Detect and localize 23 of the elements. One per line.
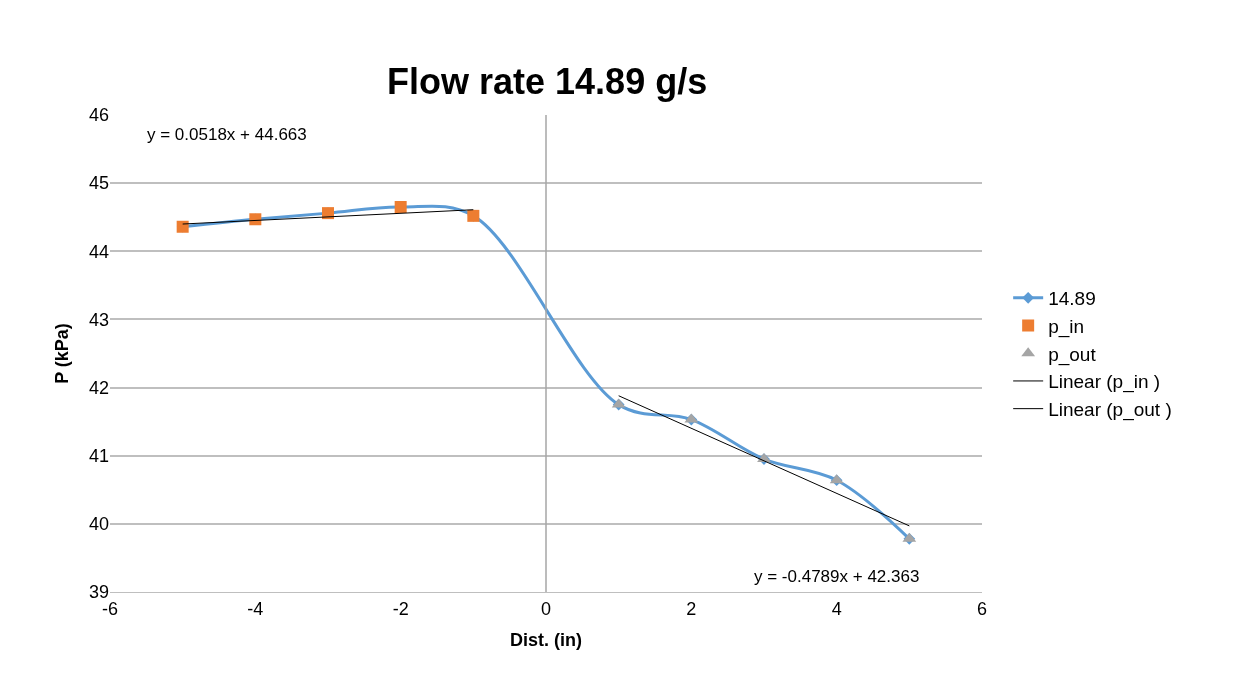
x-tick-label: 0 bbox=[540, 598, 552, 619]
legend-label: Linear (p_out ) bbox=[1048, 399, 1172, 422]
legend-label: Linear (p_in ) bbox=[1048, 371, 1161, 394]
y-tick-label: 44 bbox=[88, 241, 109, 262]
x-tick-label: 4 bbox=[831, 598, 842, 619]
y-tick-label: 42 bbox=[88, 377, 109, 398]
x-tick-label: -4 bbox=[247, 598, 264, 619]
x-tick-label: -2 bbox=[392, 598, 409, 619]
legend-label: 14.89 bbox=[1048, 288, 1096, 310]
y-axis-title: P (kPa) bbox=[52, 323, 73, 384]
annotation: y = -0.4789x + 42.363 bbox=[754, 567, 920, 586]
x-axis-title: Dist. (in) bbox=[510, 629, 582, 650]
y-tick-label: 41 bbox=[88, 446, 109, 467]
y-tick-label: 40 bbox=[88, 514, 109, 535]
x-tick-label: 2 bbox=[686, 598, 697, 619]
annotation: y = 0.0518x + 44.663 bbox=[147, 125, 307, 144]
legend-label: p_out bbox=[1048, 343, 1097, 366]
chart-title: Flow rate 14.89 g/s bbox=[387, 61, 708, 103]
legend-label: p_in bbox=[1048, 315, 1085, 338]
x-tick-label: 6 bbox=[976, 598, 988, 619]
y-tick-label: 43 bbox=[88, 309, 109, 330]
y-tick-label: 46 bbox=[88, 105, 109, 126]
y-tick-label: 45 bbox=[88, 173, 109, 194]
